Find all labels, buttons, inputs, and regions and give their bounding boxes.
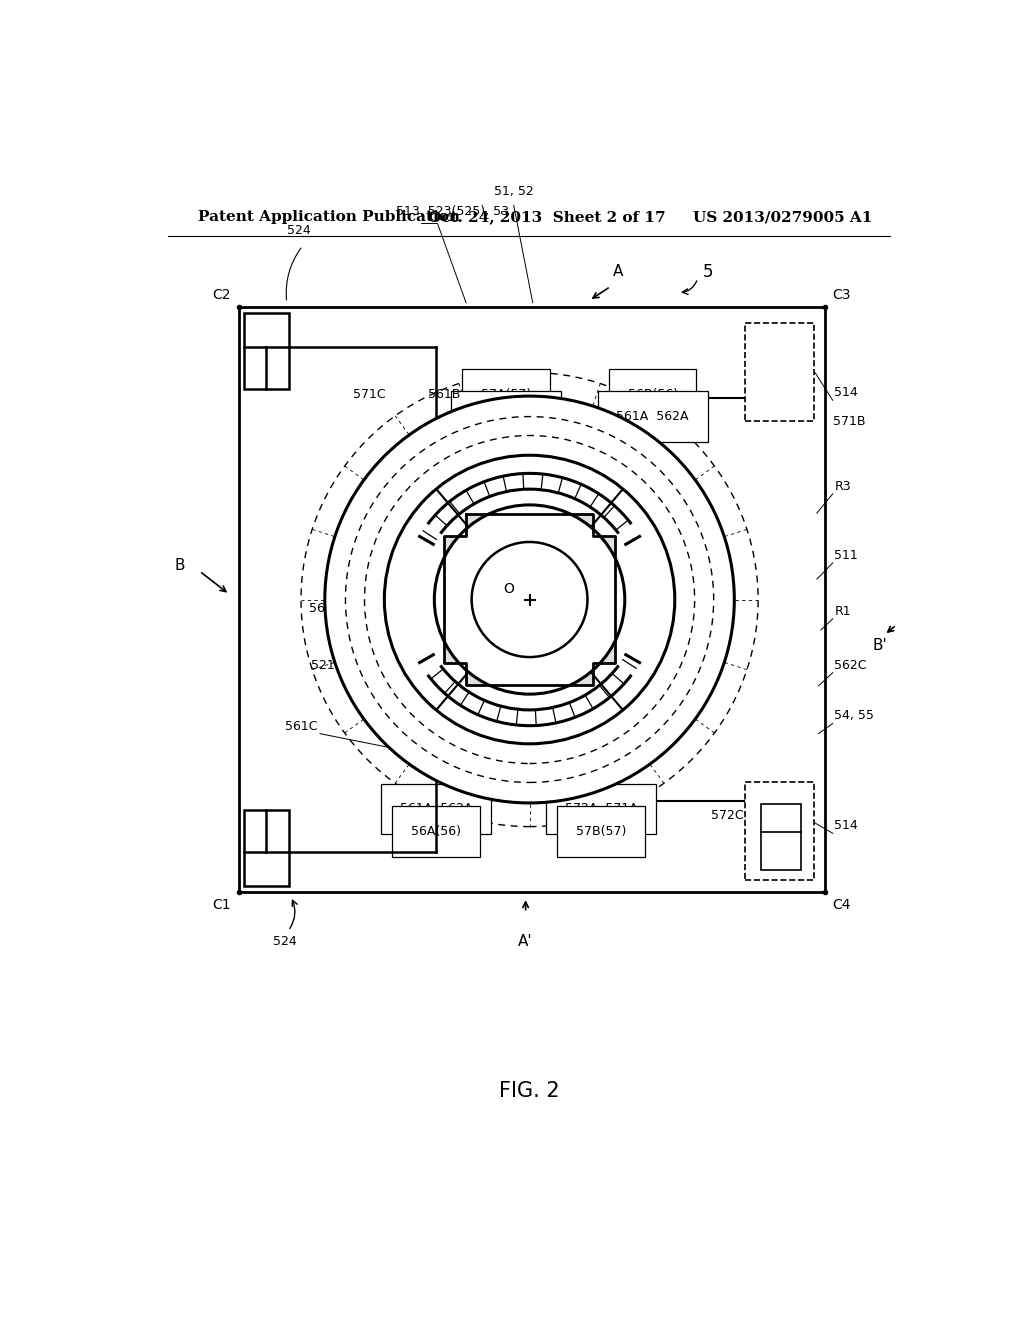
Text: 521: 521 <box>311 659 335 672</box>
Text: 562: 562 <box>462 758 485 771</box>
Bar <box>244 810 289 886</box>
Text: 561B: 561B <box>428 388 461 401</box>
Text: C3: C3 <box>833 288 851 302</box>
Text: 1: 1 <box>400 541 407 552</box>
Text: 524: 524 <box>273 935 297 948</box>
Text: 571C: 571C <box>353 388 386 401</box>
Text: 56A(56): 56A(56) <box>411 825 461 838</box>
Ellipse shape <box>325 396 734 803</box>
Text: Patent Application Publication: Patent Application Publication <box>198 210 460 224</box>
Text: 572A  571A: 572A 571A <box>564 803 637 816</box>
Text: 5: 5 <box>702 263 713 281</box>
Text: 571A  572A: 571A 572A <box>469 411 542 424</box>
Text: R3: R3 <box>835 479 851 492</box>
Ellipse shape <box>472 543 588 657</box>
Text: 56B(56): 56B(56) <box>628 388 678 401</box>
Text: 561A  562A: 561A 562A <box>399 803 472 816</box>
Text: 572: 572 <box>561 785 585 799</box>
Text: C2: C2 <box>213 288 231 302</box>
Bar <box>745 323 814 421</box>
Bar <box>761 804 801 870</box>
Bar <box>240 306 824 892</box>
Text: 572B: 572B <box>333 572 366 585</box>
Text: 571: 571 <box>570 414 595 428</box>
Text: 51, 52: 51, 52 <box>494 185 534 198</box>
Text: 511: 511 <box>835 549 858 562</box>
Text: 562C: 562C <box>835 659 866 672</box>
Bar <box>244 313 289 389</box>
Ellipse shape <box>434 506 625 694</box>
Text: 561C: 561C <box>285 719 317 733</box>
Text: A: A <box>613 264 624 279</box>
Text: 562B: 562B <box>647 704 679 717</box>
Text: C1: C1 <box>213 899 231 912</box>
Text: 57A(57): 57A(57) <box>480 388 530 401</box>
Text: 514: 514 <box>835 387 858 399</box>
Text: 513, 523(525), 53: 513, 523(525), 53 <box>396 206 509 218</box>
Text: 514: 514 <box>835 820 858 832</box>
Text: 572C: 572C <box>711 809 743 822</box>
Text: R1: R1 <box>835 605 851 618</box>
Bar <box>745 783 814 880</box>
Text: US 2013/0279005 A1: US 2013/0279005 A1 <box>693 210 872 224</box>
Text: Ar: Ar <box>373 532 387 545</box>
Polygon shape <box>443 515 615 685</box>
Text: 561: 561 <box>309 602 333 615</box>
Text: 54, 55: 54, 55 <box>835 709 874 722</box>
Text: 522: 522 <box>621 760 644 774</box>
Text: O: O <box>503 582 514 597</box>
Text: B: B <box>174 558 185 573</box>
Text: A': A' <box>518 933 532 949</box>
Text: 525A: 525A <box>387 490 419 503</box>
Text: B': B' <box>872 638 887 653</box>
Text: C4: C4 <box>833 899 851 912</box>
Text: Oct. 24, 2013  Sheet 2 of 17: Oct. 24, 2013 Sheet 2 of 17 <box>428 210 666 224</box>
Text: 561A  562A: 561A 562A <box>616 411 689 424</box>
Text: FIG. 2: FIG. 2 <box>500 1081 560 1101</box>
Text: 571B: 571B <box>833 414 865 428</box>
Text: 524: 524 <box>287 223 310 236</box>
Text: 57B(57): 57B(57) <box>575 825 626 838</box>
Ellipse shape <box>384 455 675 743</box>
